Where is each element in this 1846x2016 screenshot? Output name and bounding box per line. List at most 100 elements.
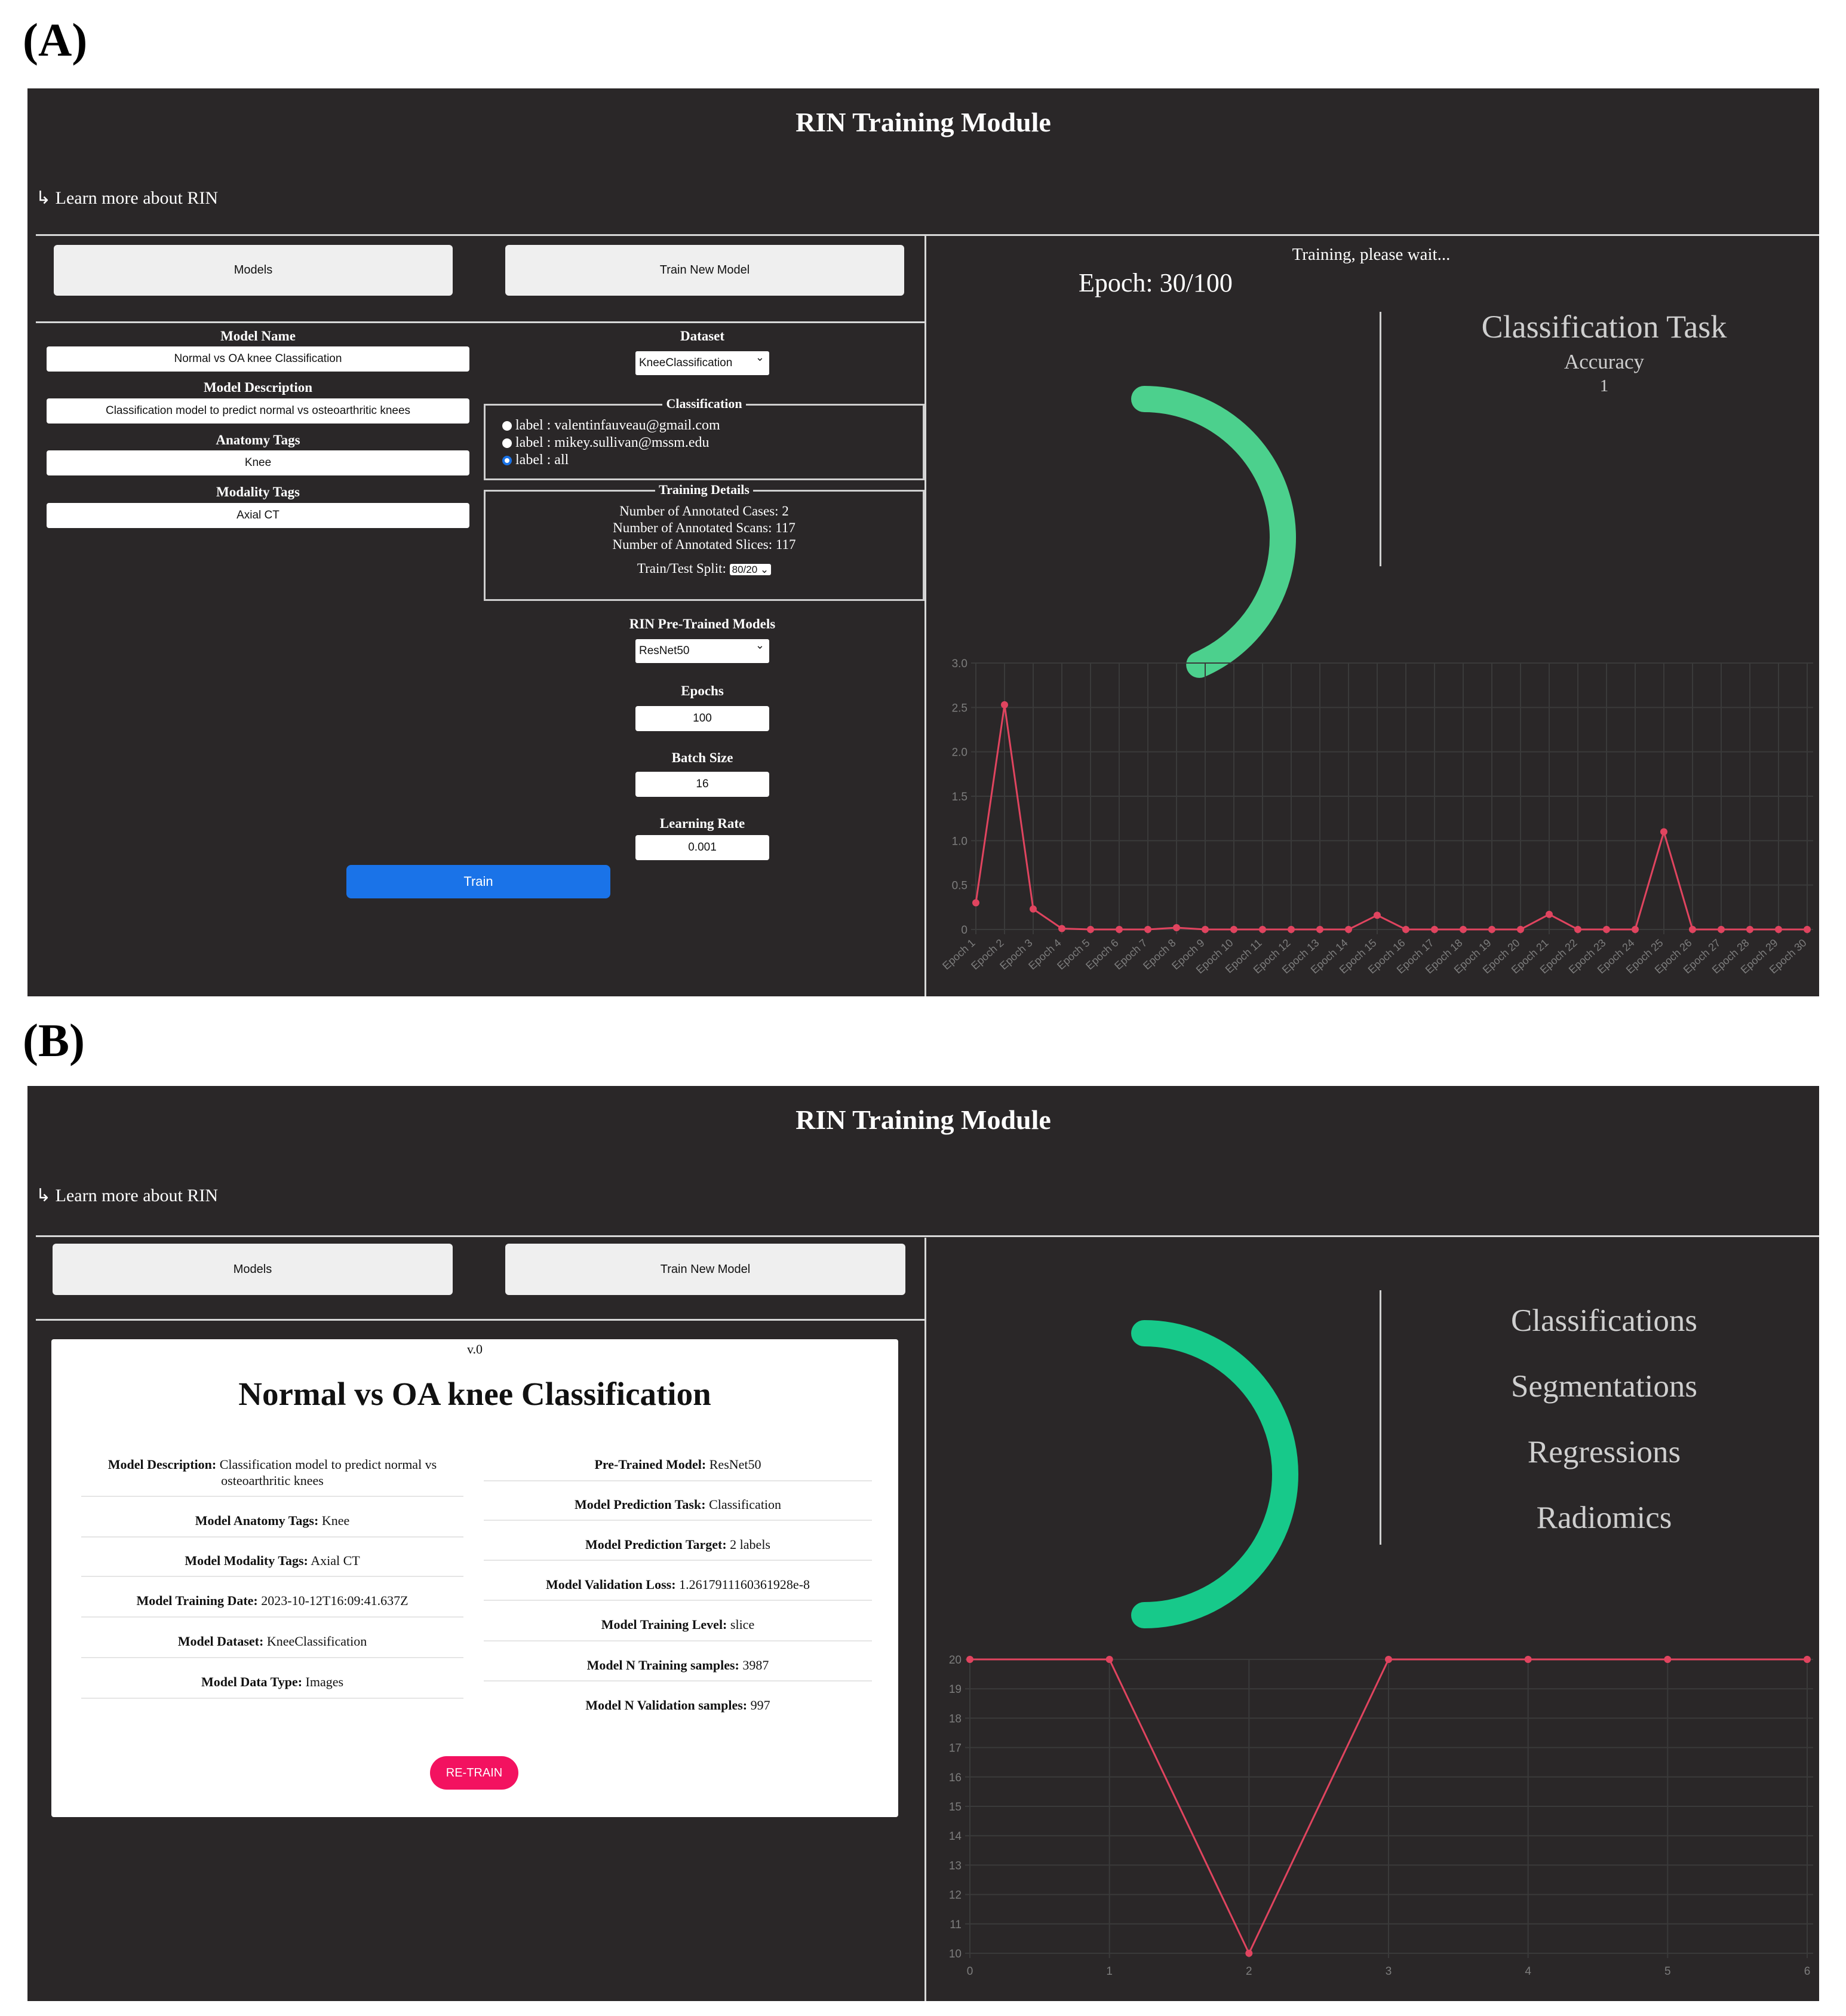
model-description-row: Model Description: Classification model … [107,1457,437,1488]
loss-data-point [1546,910,1553,918]
retrain-button[interactable]: RE-TRAIN [430,1756,518,1790]
models-button[interactable]: Models [54,245,453,296]
loss-data-point [1804,926,1811,933]
menu-item-segmentations[interactable]: Segmentations [1510,1369,1698,1404]
menu-item-regressions[interactable]: Regressions [1527,1435,1681,1469]
model-modality-tags-row: Model Modality Tags: Axial CT [185,1553,360,1568]
loss-data-point [1775,926,1782,933]
metric-data-point [1664,1656,1672,1663]
gauge-divider [1380,1290,1381,1545]
column-divider [924,235,926,996]
radio-label-all[interactable]: label : all [502,452,569,468]
training-status-text: Training, please wait... [1292,245,1451,264]
loss-data-point [1603,926,1610,933]
loss-data-point [1116,926,1123,933]
y-tick-label: 15 [949,1801,962,1814]
loss-data-point [1660,828,1667,836]
epochs-input[interactable]: 100 [635,706,769,731]
y-tick-label: 1.5 [952,791,967,803]
loss-data-point [1574,926,1581,933]
model-card: v.0 Normal vs OA knee Classification Mod… [51,1339,898,1817]
learning-rate-input[interactable]: 0.001 [635,835,769,860]
loss-data-point [1431,926,1438,933]
row-divider [484,1560,872,1561]
gauge-arc [1131,1320,1298,1628]
arrow-curve-icon: ↳ [36,188,56,208]
radio-button-selected[interactable] [502,455,512,465]
learn-more-link[interactable]: ↳ Learn more about RIN [36,1186,219,1205]
y-tick-label: 13 [949,1859,962,1872]
row-divider [484,1480,872,1481]
pretrained-model-row: Pre-Trained Model: ResNet50 [594,1457,761,1472]
y-tick-label: 10 [949,1948,962,1960]
model-data-type-row: Model Data Type: Images [201,1674,344,1689]
loss-data-point [1144,926,1151,933]
metric-data-point [966,1656,973,1663]
row-divider [484,1520,872,1521]
panel-label-a: (A) [23,14,88,66]
row-divider [81,1657,463,1658]
header-divider [36,1235,1819,1237]
app-title: RIN Training Module [795,1104,1051,1135]
radio-label-valentin[interactable]: label : valentinfauveau@gmail.com [502,418,720,434]
model-name-input[interactable]: Normal vs OA knee Classification [47,346,469,372]
menu-item-radiomics[interactable]: Radiomics [1536,1501,1672,1535]
annotated-scans-text: Number of Annotated Scans: 117 [613,520,795,535]
metric-value: 1 [1599,376,1609,395]
app-title: RIN Training Module [795,107,1051,137]
training-level-row: Model Training Level: slice [601,1617,755,1632]
batch-size-input[interactable]: 16 [635,772,769,797]
x-tick-label: 4 [1525,1965,1531,1978]
row-divider [484,1600,872,1601]
menu-item-classifications[interactable]: Classifications [1510,1303,1698,1338]
y-tick-label: 11 [950,1919,962,1931]
radio-button[interactable] [502,421,512,431]
panel-label-b: (B) [23,1014,85,1066]
loss-data-point [1632,926,1639,933]
training-details-fieldset: Training Details Number of Annotated Cas… [484,482,924,601]
y-tick-label: 14 [949,1830,962,1843]
model-dataset-row: Model Dataset: KneeClassification [177,1634,367,1649]
nav-divider [36,1319,926,1321]
loss-data-point [1345,926,1352,933]
validation-samples-row: Model N Validation samples: 997 [585,1698,770,1713]
batch-size-label: Batch Size [671,750,733,765]
radio-label-mikey[interactable]: label : mikey.sullivan@mssm.edu [502,435,709,451]
y-tick-label: 19 [949,1683,962,1696]
dataset-select[interactable]: KneeClassification ⌄ [635,351,769,375]
pretrained-model-select[interactable]: ResNet50 ⌄ [635,639,769,663]
loss-data-point [1259,926,1266,933]
models-button[interactable]: Models [53,1244,453,1295]
loss-series-line [975,704,1807,931]
annotated-cases-text: Number of Annotated Cases: 2 [619,504,789,518]
model-description-input[interactable]: Classification model to predict normal v… [47,398,469,424]
metric-data-point [1804,1656,1811,1663]
x-tick-label: 3 [1386,1965,1392,1978]
modality-tags-label: Modality Tags [216,484,300,499]
learn-more-link[interactable]: ↳ Learn more about RIN [36,188,219,208]
prediction-task-row: Model Prediction Task: Classification [574,1497,782,1512]
y-tick-label: 0.5 [952,880,967,892]
modality-tags-input[interactable]: Axial CT [47,503,469,528]
epoch-progress-gauge [1131,386,1296,678]
loss-data-point [1718,926,1725,933]
train-button[interactable]: Train [346,865,610,898]
loss-data-point [972,899,979,907]
anatomy-tags-input[interactable]: Knee [47,450,469,475]
model-card-title: Normal vs OA knee Classification [238,1376,711,1412]
gauge-divider [1380,312,1381,566]
train-test-split-select[interactable]: 80/20 ⌄ [729,564,772,575]
loss-data-point [1030,905,1037,913]
y-tick-label: 17 [949,1742,962,1755]
row-divider [81,1576,463,1577]
prediction-target-row: Model Prediction Target: 2 labels [585,1537,770,1552]
train-new-model-button[interactable]: Train New Model [505,245,904,296]
y-tick-label: 18 [949,1713,962,1725]
train-new-model-button[interactable]: Train New Model [505,1244,905,1295]
x-tick-label: 1 [1106,1965,1113,1978]
radio-button[interactable] [502,438,512,448]
loss-data-point [1316,926,1323,933]
dataset-select-value: KneeClassification [639,357,733,369]
loss-data-point [1460,926,1467,933]
